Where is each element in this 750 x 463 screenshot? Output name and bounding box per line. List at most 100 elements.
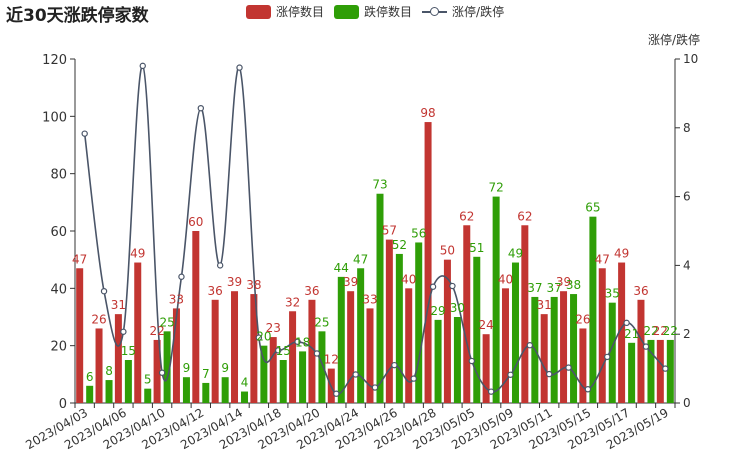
limit-up-bar [598, 268, 606, 403]
limit-down-bar-label: 47 [353, 252, 368, 266]
limit-down-bar [453, 317, 461, 403]
ratio-line [81, 62, 669, 397]
limit-up-bar [211, 299, 219, 403]
right-tick-label: 6 [683, 190, 691, 204]
limit-down-bar [666, 339, 674, 403]
legend-swatch-limit-down [334, 4, 360, 19]
limit-up-bar-label: 38 [246, 278, 261, 292]
limit-up-bar-label: 33 [362, 292, 377, 306]
limit-down-bar [492, 196, 500, 403]
limit-down-bar [144, 388, 152, 403]
limit-down-bar [570, 294, 578, 403]
ratio-point [275, 347, 282, 354]
limit-up-bar-label: 39 [227, 275, 242, 289]
ratio-point [333, 390, 340, 397]
limit-up-bar [443, 259, 451, 403]
left-tick-label: 60 [50, 225, 67, 240]
limit-down-bar [434, 319, 442, 403]
right-tick-label: 4 [683, 258, 691, 272]
limit-down-bar-label: 9 [221, 361, 229, 375]
right-tick-label: 10 [683, 52, 698, 66]
limit-up-bar-label: 33 [169, 292, 184, 306]
limit-up-bar-label: 36 [208, 284, 223, 298]
limit-down-bar [202, 382, 210, 403]
limit-up-bar-label: 36 [304, 284, 319, 298]
limit-down-bar [376, 193, 384, 403]
limit-up-bar-label: 39 [556, 275, 571, 289]
limit-up-bar [250, 294, 258, 403]
legend-item-limit-down[interactable]: 跌停数目 [334, 3, 412, 20]
limit-up-bar [134, 262, 142, 403]
ratio-point [158, 369, 166, 376]
limit-down-bar [473, 256, 481, 403]
limit-up-bar-label: 26 [575, 312, 590, 326]
limit-down-bar-label: 35 [605, 287, 620, 301]
limit-down-bar-label: 22 [663, 324, 678, 338]
limit-up-bar-label: 31 [537, 298, 552, 312]
limit-down-bar [105, 380, 113, 403]
limit-up-bar-label: 40 [401, 272, 416, 286]
ratio-point [139, 62, 146, 70]
limit-down-bar [124, 360, 132, 403]
limit-down-bar-label: 15 [121, 344, 136, 358]
limit-down-bar [86, 385, 94, 403]
limit-up-bar-label: 49 [614, 247, 629, 261]
limit-up-bar [366, 308, 374, 403]
limit-up-bar [463, 225, 471, 403]
legend[interactable]: 涨停数目 跌停数目 涨停/跌停 [246, 3, 514, 20]
limit-up-bar-label: 22 [653, 324, 668, 338]
limit-down-bar-label: 18 [295, 335, 310, 349]
ratio-point [391, 361, 398, 369]
left-tick-label: 40 [50, 282, 67, 297]
legend-label-limit-up: 涨停数目 [276, 5, 325, 19]
limit-up-bar-label: 60 [188, 215, 203, 229]
limit-up-bar [153, 339, 161, 403]
limit-down-bar [647, 339, 655, 403]
ratio-point [294, 338, 301, 345]
limit-down-bar-label: 38 [566, 278, 581, 292]
legend-label-ratio: 涨停/跌停 [452, 5, 505, 19]
limit-up-bar-label: 12 [324, 353, 339, 367]
left-tick-label: 100 [42, 110, 67, 125]
bars [76, 122, 674, 404]
limit-down-bar-label: 29 [430, 304, 445, 318]
limit-down-bar [550, 296, 558, 403]
limit-down-bar-label: 7 [202, 367, 210, 381]
limit-down-bar-label: 72 [488, 181, 503, 195]
limit-down-bar-label: 30 [450, 301, 465, 315]
limit-up-bar-label: 40 [498, 272, 513, 286]
limit-up-bar-label: 24 [478, 318, 493, 332]
right-tick-label: 8 [683, 121, 691, 135]
limit-up-bar-label: 50 [440, 244, 455, 258]
limit-down-bar [589, 216, 597, 403]
limit-up-bar-label: 26 [91, 312, 106, 326]
limit-down-bar [608, 302, 616, 403]
limit-up-bar [347, 291, 355, 403]
ratio-point [545, 370, 553, 378]
chart-title: 近30天涨跌停家数 [6, 6, 149, 26]
limit-up-bar [289, 311, 297, 403]
limit-up-bar [482, 334, 490, 403]
limit-up-bar [656, 339, 664, 403]
legend-swatch-limit-up [246, 4, 271, 19]
limit-down-bar-label: 25 [314, 315, 329, 329]
ratio-point [255, 334, 263, 341]
ratio-line-path [83, 65, 666, 395]
left-tick-label: 20 [50, 340, 67, 355]
legend-item-ratio[interactable]: 涨停/跌停 [422, 3, 504, 20]
limit-down-bar-label: 65 [585, 201, 600, 215]
ratio-point [178, 273, 185, 280]
ratio-point [662, 365, 669, 372]
legend-item-limit-up[interactable]: 涨停数目 [246, 3, 324, 20]
limit-up-bar-label: 47 [595, 252, 610, 266]
limit-up-bar-label: 23 [266, 321, 281, 335]
limit-up-bar [560, 291, 568, 403]
ratio-point [100, 288, 108, 295]
limit-up-bar [114, 314, 122, 403]
limit-down-bar [357, 268, 365, 403]
limit-down-bar-label: 21 [624, 327, 639, 341]
ratio-point [410, 375, 417, 382]
limit-up-bar-label: 32 [285, 295, 300, 309]
limit-up-bar [95, 328, 103, 403]
